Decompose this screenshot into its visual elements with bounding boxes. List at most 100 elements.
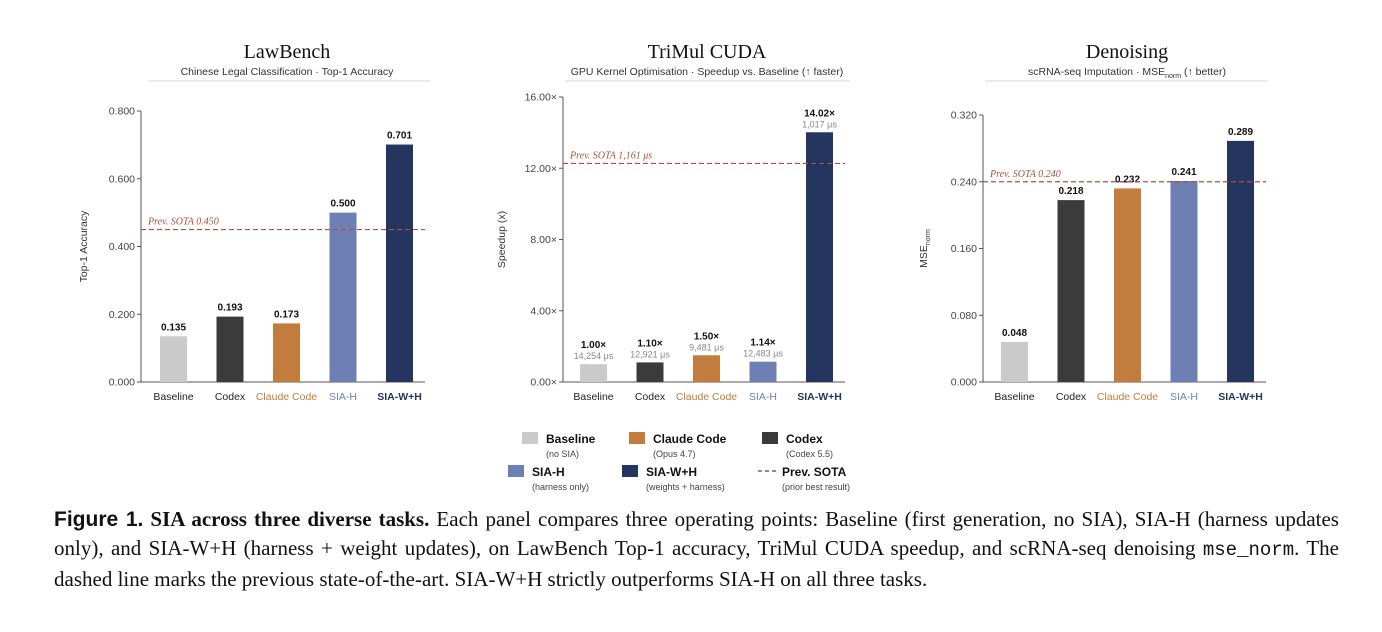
x-tick-label: Baseline	[573, 391, 613, 403]
bar-codex	[636, 362, 664, 382]
bar-codex	[1057, 200, 1085, 382]
y-tick-label: 0.600	[109, 173, 135, 185]
legend: Baseline (no SIA) Claude Code (Opus 4.7) Cod…	[508, 432, 850, 492]
legend-swatch	[622, 465, 638, 477]
chart-subtitle: GPU Kernel Optimisation · Speedup vs. Ba…	[571, 66, 844, 78]
y-tick-label: 0.160	[951, 243, 977, 255]
legend-label: SIA-H	[532, 465, 565, 479]
legend-item: Baseline (no SIA)	[522, 432, 596, 459]
data-sublabel: 14,254 μs	[574, 351, 614, 361]
legend-item: Claude Code (Opus 4.7)	[629, 432, 727, 459]
legend-label: Codex	[786, 432, 823, 446]
data-label: 0.048	[1002, 328, 1027, 339]
chart-title: Denoising	[1086, 41, 1168, 63]
y-tick-label: 0.000	[951, 377, 977, 389]
bar-sia-w-h	[1227, 140, 1254, 382]
legend-sublabel: (Codex 5.5)	[786, 449, 833, 459]
y-tick-label: 4.00×	[530, 305, 557, 317]
caption-body-2: . The dashed line marks the previous sta…	[54, 536, 1339, 591]
data-label: 0.701	[387, 131, 412, 142]
x-tick-label: Claude Code	[1097, 391, 1158, 403]
y-tick-label: 0.000	[109, 377, 135, 389]
data-sublabel: 9,481 μs	[689, 342, 724, 352]
prev-sota-label: Prev. SOTA 0.240	[989, 169, 1061, 180]
legend-swatch	[762, 432, 778, 444]
bar-codex	[216, 316, 244, 382]
caption-label: Figure 1.	[54, 508, 144, 531]
legend-item: SIA-H (harness only)	[508, 465, 589, 492]
legend-sublabel: (weights + harness)	[646, 482, 725, 492]
caption-code: mse_norm	[1202, 539, 1295, 561]
caption-body-1: Each panel compares three operating poin…	[54, 507, 1339, 560]
data-label: 0.173	[274, 309, 299, 320]
y-axis-label: Top-1 Accuracy	[78, 210, 90, 283]
figure-panels: LawBench Chinese Legal Classification · T…	[78, 41, 1268, 492]
bar-sia-w-h	[806, 132, 833, 382]
y-tick-label: 0.080	[951, 310, 977, 322]
y-tick-label: 0.400	[109, 241, 135, 253]
legend-item: Prev. SOTA (prior best result)	[758, 465, 850, 492]
chart-subtitle: Chinese Legal Classification · Top-1 Acc…	[181, 66, 395, 78]
bar-baseline	[1001, 341, 1028, 382]
x-tick-label: Baseline	[994, 391, 1034, 403]
data-label: 0.241	[1171, 167, 1196, 178]
x-tick-label: SIA-H	[329, 391, 357, 403]
y-tick-label: 12.00×	[525, 163, 557, 175]
data-label: 1.14×	[750, 338, 775, 349]
x-tick-label: SIA-H	[1170, 391, 1198, 403]
legend-sublabel: (Opus 4.7)	[653, 449, 696, 459]
bar-claude-code	[693, 355, 720, 382]
bar-baseline	[580, 364, 607, 382]
chart-panel-1: LawBench Chinese Legal Classification · T…	[78, 41, 430, 403]
legend-sublabel: (no SIA)	[546, 449, 579, 459]
x-tick-label: Claude Code	[676, 391, 737, 403]
figure-caption: Figure 1. SIA across three diverse tasks…	[54, 505, 1339, 594]
prev-sota-label: Prev. SOTA 0.450	[147, 217, 219, 228]
data-label: 1.00×	[581, 340, 606, 351]
x-tick-label: Codex	[635, 391, 666, 403]
data-label: 0.500	[330, 199, 355, 210]
legend-sublabel: (harness only)	[532, 482, 589, 492]
legend-label: SIA-W+H	[646, 465, 697, 479]
y-tick-label: 8.00×	[530, 234, 557, 246]
data-label: 0.218	[1058, 186, 1083, 197]
data-sublabel: 1,017 μs	[802, 119, 837, 129]
chart-panel-3: Denoising scRNA-seq Imputation · MSEnorm …	[918, 41, 1268, 403]
data-label: 1.50×	[694, 331, 719, 342]
legend-swatch	[629, 432, 645, 444]
y-tick-label: 0.00×	[530, 377, 557, 389]
legend-item: SIA-W+H (weights + harness)	[622, 465, 725, 492]
x-tick-label: Codex	[215, 391, 246, 403]
x-tick-label: SIA-W+H	[797, 391, 842, 403]
legend-item: Codex (Codex 5.5)	[762, 432, 833, 459]
bar-claude-code	[273, 323, 300, 382]
legend-label: Baseline	[546, 432, 596, 446]
chart-panel-2: TriMul CUDA GPU Kernel Optimisation · Spe…	[496, 41, 850, 403]
legend-label: Prev. SOTA	[782, 465, 847, 479]
prev-sota-label: Prev. SOTA 1,161 μs	[569, 150, 652, 161]
x-tick-label: Codex	[1056, 391, 1087, 403]
chart-subtitle: scRNA-seq Imputation · MSEnorm (↑ better…	[1028, 66, 1226, 80]
caption-title: SIA across three diverse tasks.	[143, 507, 430, 531]
chart-title: TriMul CUDA	[648, 41, 767, 63]
data-label: 14.02×	[804, 108, 835, 119]
legend-label: Claude Code	[653, 432, 727, 446]
data-label: 0.193	[217, 303, 242, 314]
y-axis-label: Speedup (x)	[496, 211, 508, 268]
legend-swatch	[522, 432, 538, 444]
x-tick-label: SIA-W+H	[377, 391, 422, 403]
x-tick-label: SIA-W+H	[1218, 391, 1263, 403]
data-label: 1.10×	[637, 338, 662, 349]
y-tick-label: 0.200	[109, 309, 135, 321]
y-tick-label: 0.240	[951, 176, 977, 188]
x-tick-label: Baseline	[153, 391, 193, 403]
chart-title: LawBench	[244, 41, 331, 63]
data-label: 0.289	[1228, 127, 1253, 138]
bar-sia-h	[749, 361, 777, 382]
y-tick-label: 0.320	[951, 110, 977, 122]
data-sublabel: 12,483 μs	[743, 349, 783, 359]
x-tick-label: SIA-H	[749, 391, 777, 403]
bar-sia-w-h	[386, 144, 413, 382]
data-sublabel: 12,921 μs	[630, 349, 670, 359]
bar-sia-h	[1170, 180, 1198, 382]
